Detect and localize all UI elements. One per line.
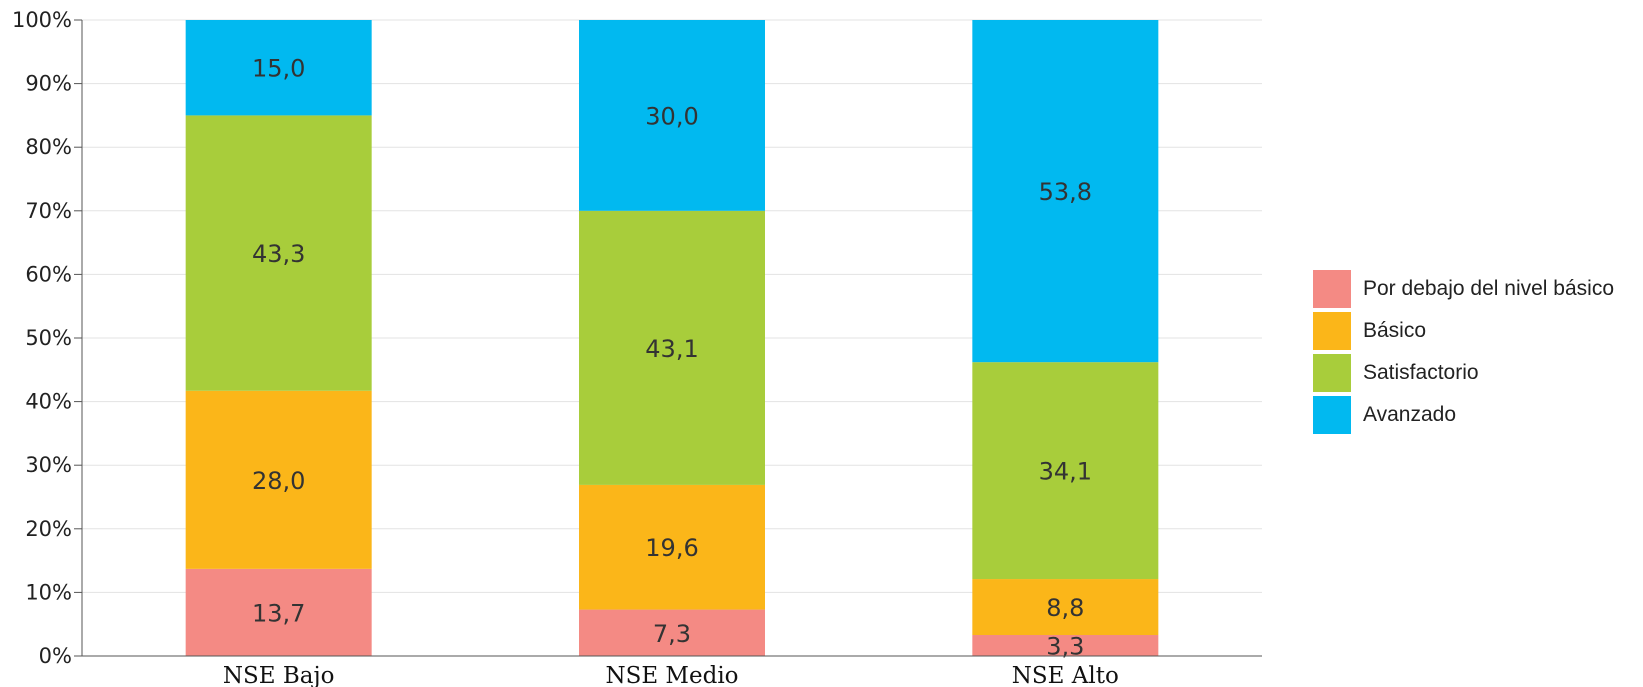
legend-swatch [1313,312,1351,350]
legend-item: Avanzado [1313,394,1614,436]
data-label: 13,7 [252,599,305,627]
data-label: 53,8 [1039,178,1092,206]
legend-label: Satisfactorio [1363,361,1479,384]
bar-segment [579,609,765,656]
y-tick-label: 70% [25,199,72,223]
legend-label: Básico [1363,319,1427,342]
bar-segment [185,390,372,569]
x-axis: NSE Bajo NSE Medio NSE Alto [82,655,1262,687]
y-tick-label: 80% [25,135,72,159]
bars: 13,728,043,315,07,319,643,130,03,38,834,… [185,20,1159,661]
data-label: 8,8 [1046,594,1084,622]
legend-item: Por debajo del nivel básico [1313,268,1614,310]
bar-segment [579,20,765,211]
data-label: 28,0 [252,467,305,495]
bar-segment [579,484,765,610]
bar-segment [972,579,1159,636]
bar-segment [972,635,1159,656]
legend-swatch [1313,354,1351,392]
data-label: 34,1 [1039,458,1092,486]
data-label: 43,3 [252,240,305,268]
data-label: 7,3 [653,620,691,648]
y-axis: 0% 10% 20% 30% 40% 50% 60% 70% 80% 90% 100% [12,8,83,668]
data-label: 30,0 [645,102,698,130]
bar-segment [972,20,1159,363]
data-label: 43,1 [645,335,698,363]
y-tick-label: 30% [25,453,72,477]
data-label: 15,0 [252,55,305,83]
legend: Por debajo del nivel básico Básico Satisfa… [1313,268,1614,436]
y-tick-label: 10% [25,580,72,604]
y-tick-label: 50% [25,326,72,350]
y-tick-label: 90% [25,72,72,96]
data-label: 19,6 [645,534,698,562]
y-tick-label: 40% [25,390,72,414]
x-tick-label: NSE Alto [1012,663,1119,687]
legend-item: Satisfactorio [1313,352,1614,394]
y-tick-label: 20% [25,517,72,541]
y-tick-label: 0% [39,644,72,668]
bar-segment [185,20,372,116]
bar-segment [185,115,372,391]
y-tick-label: 100% [12,8,72,32]
legend-label: Avanzado [1363,403,1457,426]
bar-segment [185,568,372,656]
y-tick-label: 60% [25,262,72,286]
bar-segment [579,210,765,485]
legend-swatch [1313,270,1351,308]
x-tick-label: NSE Bajo [223,663,335,687]
x-tick-label: NSE Medio [605,663,738,687]
bar-segment [972,362,1159,580]
legend-swatch [1313,396,1351,434]
legend-label: Por debajo del nivel básico [1363,277,1614,300]
legend-item: Básico [1313,310,1614,352]
